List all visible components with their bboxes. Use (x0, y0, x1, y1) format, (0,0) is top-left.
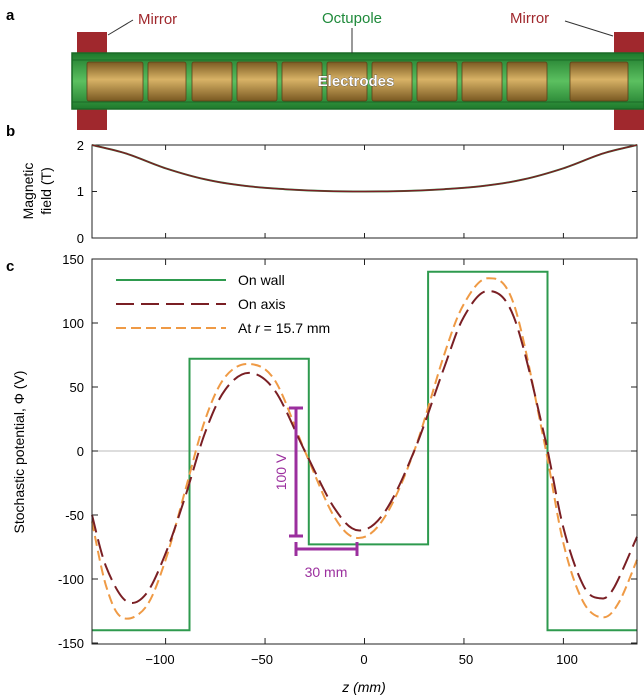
legend-label-radius: At r = 15.7 mm (238, 320, 330, 336)
electrode (147, 61, 187, 102)
b-field-curve (91, 144, 638, 193)
mirror-right-label: Mirror (510, 10, 549, 27)
c-ytick-150: 150 (62, 252, 84, 267)
b-ytick-2: 2 (77, 138, 84, 153)
scale-bar-horizontal-label: 30 mm (305, 564, 348, 580)
electrode (236, 61, 278, 102)
electrodes-label: Electrodes (318, 73, 395, 90)
panel-letter-a: a (6, 7, 15, 24)
c-ytick-100: 100 (62, 316, 84, 331)
c-xtick-m50: −50 (251, 652, 273, 667)
electrode (506, 61, 548, 102)
electrode (461, 61, 503, 102)
c-ytick-0: 0 (77, 444, 84, 459)
b-ylabel-line1: Magnetic (20, 163, 36, 220)
c-ylabel: Stochastic potential, Φ (V) (11, 371, 27, 534)
electrode (371, 61, 413, 102)
b-ylabel-line2: field (T) (38, 167, 54, 214)
panel-letter-b: b (6, 123, 15, 140)
electrode (326, 61, 368, 102)
electrode (569, 61, 629, 102)
electrode (281, 61, 323, 102)
b-ytick-0: 0 (77, 231, 84, 246)
c-ytick-m100: -100 (58, 572, 84, 587)
series-on-wall (92, 270, 637, 632)
panel-b-chart: 2 1 0 Magnetic field (T) (20, 138, 638, 246)
legend-label-axis: On axis (238, 296, 285, 312)
mirror-left-leader (107, 19, 134, 36)
panel-c-chart: 150 100 50 0 -50 -100 -150 −100 −50 0 50… (11, 252, 638, 695)
panel-letter-c: c (6, 258, 14, 275)
c-xtick-0: 0 (360, 652, 367, 667)
panel-c-frame (91, 258, 638, 645)
c-ytick-m150: -150 (58, 636, 84, 651)
legend-label-wall: On wall (238, 272, 285, 288)
c-legend: On wall On axis At r = 15.7 mm (116, 272, 330, 336)
scale-bar-vertical-label: 100 V (273, 453, 289, 490)
c-xlabel: z (mm) (341, 679, 386, 695)
mirror-coil-right-bottom (614, 108, 644, 130)
c-xtick-100: 100 (556, 652, 578, 667)
scale-bars: 100 V 30 mm (273, 406, 359, 580)
electrode (416, 61, 458, 102)
mirror-coil-right-top (614, 32, 644, 54)
c-ytick-50: 50 (70, 380, 84, 395)
electrode (191, 61, 233, 102)
electrode (86, 61, 144, 102)
mirror-left-label: Mirror (138, 11, 177, 28)
panel-a-schematic: Electrodes Mirror Mirror Octupole (71, 10, 644, 130)
panel-c-series (91, 270, 638, 632)
mirror-right-leader (564, 20, 614, 37)
b-ytick-1: 1 (77, 184, 84, 199)
c-ytick-m50: -50 (65, 508, 84, 523)
b-field-curve-shadow (91, 144, 638, 193)
series-on-axis (91, 289, 638, 604)
mirror-coil-left-bottom (77, 108, 107, 130)
octupole-label: Octupole (322, 10, 382, 27)
electrode-stack (86, 61, 629, 102)
series-at-radius (91, 277, 638, 620)
mirror-coil-left-top (77, 32, 107, 54)
c-xtick-50: 50 (459, 652, 473, 667)
c-xtick-m100: −100 (145, 652, 174, 667)
